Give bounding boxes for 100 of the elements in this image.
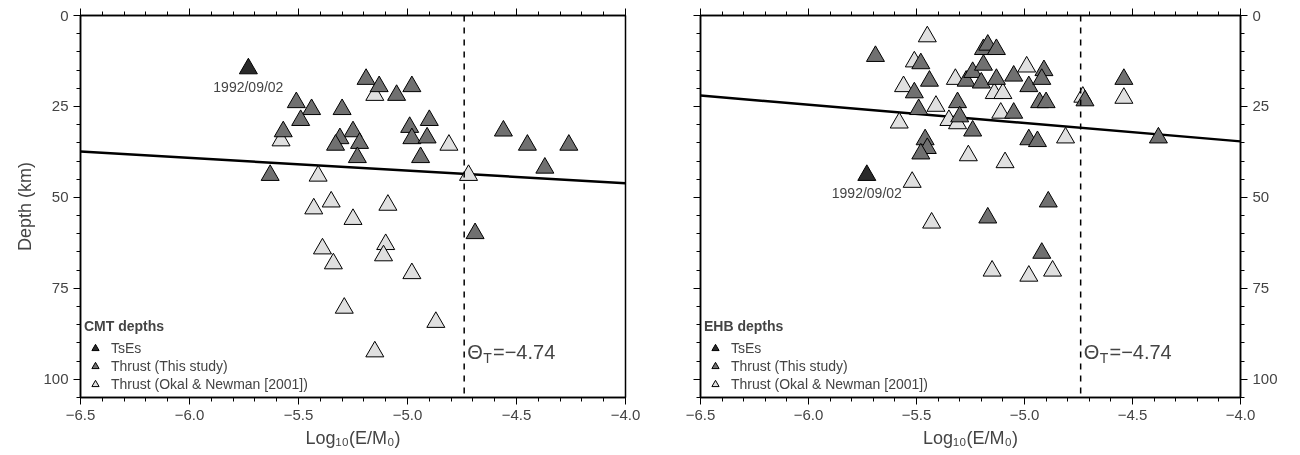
legend-label: Thrust (Okal & Newman [2001]) [111, 375, 308, 393]
y-tick-label: 25 [51, 97, 69, 115]
point [865, 45, 885, 62]
point [369, 75, 389, 93]
x-tick-label: −5.0 [1009, 405, 1040, 423]
point [917, 25, 937, 43]
point [334, 297, 354, 314]
y-tick-label: 100 [43, 370, 69, 388]
x-tick-label: −6.5 [685, 405, 716, 423]
y-axis-title: Depth (km) [15, 161, 36, 252]
y-tick-label: 50 [51, 188, 69, 206]
point [1056, 126, 1076, 144]
x-axis-title: Log₁₀(E/M₀) [922, 427, 1019, 448]
point [308, 165, 328, 182]
x-tick-label: −4.0 [1225, 405, 1256, 423]
y-tick-label: 25 [1252, 97, 1270, 115]
point [304, 197, 324, 215]
point [286, 91, 306, 109]
point [260, 164, 280, 181]
y-tick-label: 75 [1252, 279, 1270, 297]
point [402, 75, 422, 93]
point [971, 71, 991, 89]
x-tick-label: −5.5 [283, 405, 314, 423]
legend-label: Thrust (Okal & Newman [2001]) [731, 375, 928, 393]
point [365, 340, 385, 358]
point [1032, 68, 1052, 85]
point [312, 237, 332, 255]
point [273, 120, 293, 138]
point [321, 190, 341, 208]
point [1038, 190, 1058, 208]
point [1004, 102, 1024, 119]
point [291, 109, 311, 126]
point [1017, 55, 1037, 73]
x-tick-label: −4.5 [1117, 405, 1148, 423]
legend-label: Thrust (This study) [111, 357, 228, 375]
point [517, 134, 537, 151]
point [493, 119, 513, 137]
point [993, 82, 1013, 100]
point [948, 91, 968, 109]
point [402, 262, 422, 280]
point [894, 75, 914, 93]
point [326, 134, 346, 151]
point [919, 70, 939, 87]
point [417, 126, 437, 144]
point [347, 146, 367, 164]
point [1043, 260, 1063, 277]
point [419, 109, 439, 126]
point [911, 142, 931, 160]
point [902, 171, 922, 188]
point [535, 157, 555, 174]
x-tick-label: −6.0 [793, 405, 824, 423]
x-tick-label: −5.0 [392, 405, 423, 423]
annotation: 1992/09/02 [213, 78, 284, 95]
point [1027, 130, 1047, 148]
point [323, 252, 343, 270]
point [911, 52, 931, 70]
x-axis-title: Log₁₀(E/M₀) [305, 427, 401, 448]
point [950, 105, 970, 123]
point [343, 208, 363, 225]
point [1148, 126, 1168, 144]
x-tick-label: −6.5 [65, 405, 96, 423]
point [904, 81, 924, 99]
legend-label: TsEs [111, 339, 142, 357]
point [958, 144, 978, 162]
y-tick-label: 0 [1252, 6, 1261, 24]
point [1032, 242, 1052, 259]
point [411, 146, 431, 164]
point [986, 38, 1006, 56]
point [963, 119, 983, 137]
point [973, 54, 993, 71]
point [1114, 87, 1134, 104]
point [889, 111, 909, 129]
legend-title: CMT depths [84, 318, 166, 334]
y-tick-label: 50 [1252, 188, 1270, 206]
point [922, 211, 942, 229]
point [559, 134, 579, 151]
point [465, 222, 485, 240]
point [439, 134, 459, 151]
point [982, 260, 1002, 277]
x-tick-label: −4.0 [610, 405, 641, 423]
point [986, 68, 1006, 85]
point [1114, 68, 1134, 85]
point [426, 311, 446, 328]
point [926, 95, 946, 112]
y-tick-label: 75 [51, 279, 69, 297]
point [356, 68, 376, 85]
point [238, 57, 258, 75]
point [387, 84, 407, 101]
legend-label: TsEs [731, 339, 762, 357]
x-tick-label: −4.5 [501, 405, 532, 423]
point [402, 127, 422, 145]
point [374, 244, 394, 262]
point [1004, 65, 1024, 82]
point [1019, 265, 1039, 282]
x-tick-label: −5.5 [901, 405, 932, 423]
y-tick-label: 0 [60, 6, 69, 24]
point [909, 98, 929, 116]
point [332, 98, 352, 116]
point [1019, 75, 1039, 93]
x-tick-label: −6.0 [174, 405, 205, 423]
